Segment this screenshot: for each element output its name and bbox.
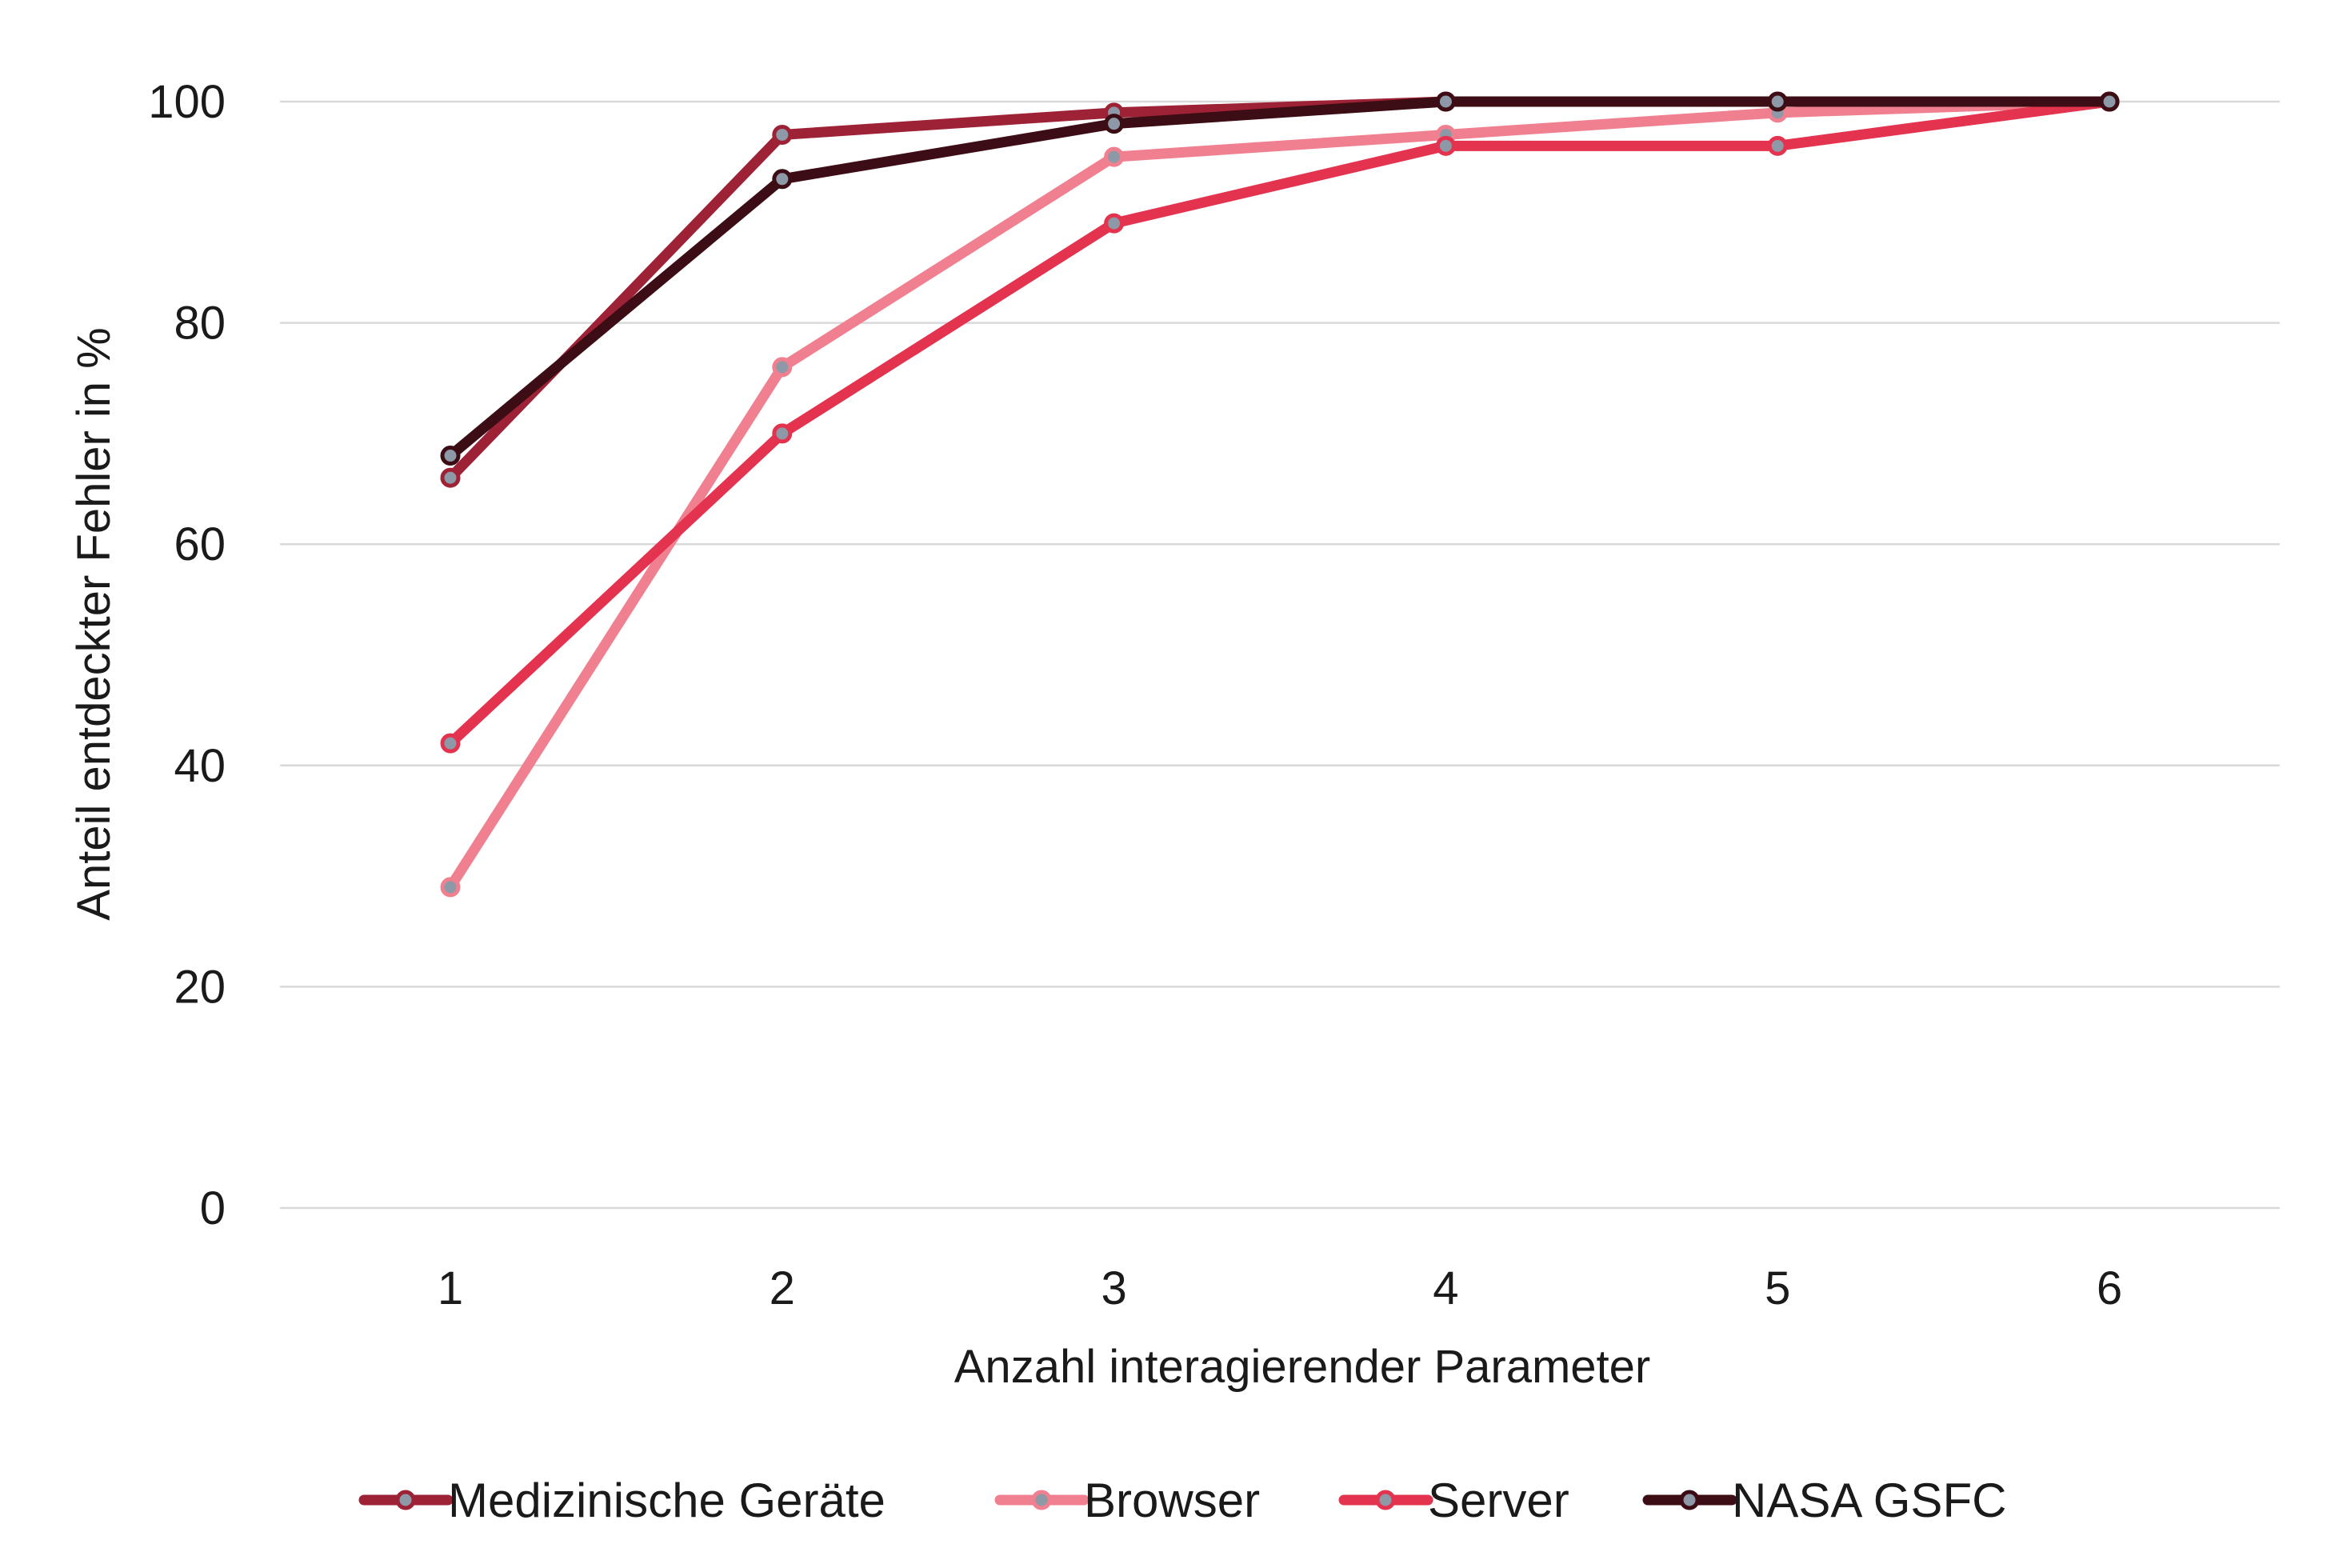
legend-label: Medizinische Geräte bbox=[448, 1474, 886, 1527]
data-point bbox=[772, 124, 793, 145]
data-point bbox=[440, 446, 461, 466]
series-2 bbox=[440, 91, 2120, 898]
y-axis-title: Anteil entdeckter Fehler in % bbox=[68, 327, 120, 920]
data-point bbox=[772, 423, 793, 444]
legend-item-1: Medizinische Geräte bbox=[358, 1474, 886, 1527]
y-tick-label: 40 bbox=[174, 740, 226, 792]
data-point bbox=[440, 467, 461, 488]
series-lines bbox=[440, 91, 2120, 898]
legend-swatch-marker bbox=[395, 1490, 416, 1510]
series-4 bbox=[440, 91, 2120, 466]
x-tick-label: 2 bbox=[770, 1262, 795, 1314]
data-point bbox=[772, 357, 793, 378]
series-3 bbox=[440, 91, 2120, 754]
y-axis-ticks: 0 20 40 60 80 100 bbox=[148, 76, 226, 1234]
data-point bbox=[440, 733, 461, 754]
x-axis-ticks: 1 2 3 4 5 6 bbox=[438, 1262, 2122, 1314]
x-tick-label: 3 bbox=[1101, 1262, 1126, 1314]
data-point bbox=[1435, 91, 1456, 112]
legend-label: NASA GSFC bbox=[1732, 1474, 2006, 1527]
x-tick-label: 4 bbox=[1433, 1262, 1458, 1314]
legend-item-3: Server bbox=[1338, 1474, 1569, 1527]
data-point bbox=[1435, 135, 1456, 156]
y-tick-label: 80 bbox=[174, 298, 226, 350]
x-tick-label: 1 bbox=[438, 1262, 463, 1314]
series-line bbox=[445, 96, 2115, 749]
legend-swatch-marker bbox=[1679, 1490, 1700, 1510]
data-point bbox=[1104, 114, 1125, 134]
y-tick-label: 0 bbox=[200, 1182, 226, 1234]
legend-label: Browser bbox=[1084, 1474, 1260, 1527]
data-point bbox=[772, 169, 793, 190]
x-tick-label: 6 bbox=[2097, 1262, 2122, 1314]
series-line bbox=[445, 96, 2115, 893]
legend-swatch-marker bbox=[1375, 1490, 1396, 1510]
y-tick-label: 20 bbox=[174, 961, 226, 1013]
gridlines bbox=[280, 100, 2280, 1210]
series-line bbox=[445, 96, 2115, 483]
data-point bbox=[1767, 91, 1788, 112]
legend-label: Server bbox=[1428, 1474, 1569, 1527]
data-point bbox=[1767, 135, 1788, 156]
legend-swatch-marker bbox=[1031, 1490, 1052, 1510]
y-tick-label: 60 bbox=[174, 518, 226, 570]
data-point bbox=[1104, 213, 1125, 234]
data-point bbox=[440, 877, 461, 898]
series-1 bbox=[440, 91, 2120, 488]
legend-item-4: NASA GSFC bbox=[1642, 1474, 2006, 1527]
data-point bbox=[1104, 146, 1125, 167]
legend-item-2: Browser bbox=[994, 1474, 1260, 1527]
y-tick-label: 100 bbox=[148, 76, 226, 128]
x-axis-title: Anzahl interagierender Parameter bbox=[954, 1341, 1650, 1393]
legend: Medizinische Geräte Browser Server NASA GSF… bbox=[358, 1474, 2006, 1527]
data-point bbox=[2099, 91, 2120, 112]
series-line bbox=[445, 96, 2115, 462]
x-tick-label: 5 bbox=[1765, 1262, 1790, 1314]
